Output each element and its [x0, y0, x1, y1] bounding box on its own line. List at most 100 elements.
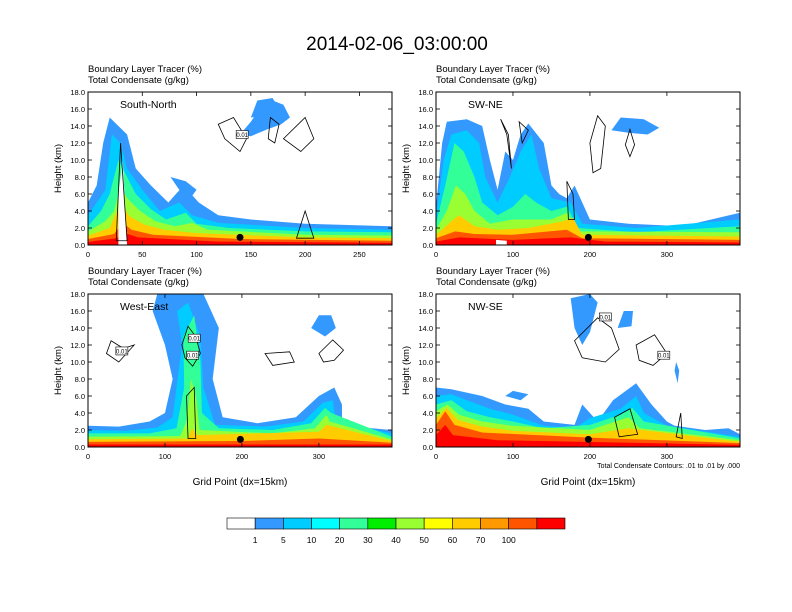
y-tick-label: 6.0: [423, 392, 433, 401]
y-tick-label: 18.0: [418, 290, 433, 299]
condensate-contour: [675, 412, 683, 440]
panel-title-line: Total Condensate (g/kg): [436, 277, 537, 288]
tracer-shading: [118, 160, 128, 245]
y-tick-label: 4.0: [423, 409, 433, 418]
contour-label: 0.01: [599, 315, 611, 321]
condensate-contour: [105, 340, 136, 363]
colorbar-swatch: [480, 517, 509, 530]
panel-title-line: Boundary Layer Tracer (%): [436, 64, 550, 75]
x-tick-label: 150: [245, 250, 258, 259]
y-tick-label: 0.0: [423, 241, 433, 250]
tracer-field: 0.01 0.01: [436, 294, 740, 447]
y-tick-label: 16.0: [70, 105, 85, 114]
tracer-shading: [436, 143, 740, 245]
chart-panel: Boundary Layer Tracer (%)Total Condensat…: [401, 64, 741, 259]
contour-footnote: Total Condensate Contours: .01 to .01 by…: [597, 463, 740, 470]
y-tick-label: 4.0: [75, 207, 85, 216]
y-tick-label: 10.0: [418, 358, 433, 367]
panels: Boundary Layer Tracer (%)Total Condensat…: [53, 64, 741, 488]
panel-title-line: Boundary Layer Tracer (%): [88, 64, 202, 75]
tracer-shading: [88, 444, 392, 447]
x-tick-label: 250: [353, 250, 366, 259]
colorbar-swatch: [452, 517, 481, 530]
condensate-contour: [635, 334, 668, 366]
condensate-contour: [518, 120, 529, 145]
condensate-contour: [318, 339, 345, 363]
tracer-shading: [88, 294, 392, 447]
x-tick-label: 0: [434, 250, 438, 259]
x-tick-label: 300: [313, 452, 326, 461]
panel-title-line: Total Condensate (g/kg): [436, 75, 537, 86]
x-tick-label: 100: [159, 452, 172, 461]
tracer-shading: [505, 390, 529, 401]
colorbar-label: 50: [419, 535, 429, 545]
y-tick-label: 16.0: [70, 307, 85, 316]
x-axis-label: Grid Point (dx=15km): [193, 477, 288, 488]
tracer-shading: [88, 233, 392, 245]
y-tick-label: 6.0: [75, 190, 85, 199]
contour-label: 0.01: [658, 354, 670, 360]
condensate-contour: [589, 114, 606, 174]
y-tick-label: 18.0: [418, 88, 433, 97]
x-tick-label: 300: [661, 452, 674, 461]
colorbar-swatch: [254, 517, 284, 530]
x-tick-label: 100: [190, 250, 203, 259]
condensate-contour: [186, 386, 197, 439]
x-tick-label: 100: [507, 452, 520, 461]
main-title: 2014-02-06_03:00:00: [306, 34, 488, 55]
x-tick-label: 0: [434, 452, 438, 461]
panel-title-line: Total Condensate (g/kg): [88, 277, 189, 288]
contour-label-box: [235, 130, 249, 139]
x-tick-label: 200: [236, 452, 249, 461]
x-tick-label: 50: [138, 250, 146, 259]
x-tick-label: 0: [86, 452, 90, 461]
colorbar-label: 60: [448, 535, 458, 545]
y-tick-label: 18.0: [70, 290, 85, 299]
x-tick-label: 200: [584, 452, 597, 461]
tracer-shading: [88, 134, 392, 245]
y-tick-label: 12.0: [418, 341, 433, 350]
plot-frame: [87, 91, 393, 246]
y-tick-label: 2.0: [75, 224, 85, 233]
y-tick-label: 8.0: [423, 375, 433, 384]
colorbar-label: 5: [281, 535, 286, 545]
x-axis-label: Grid Point (dx=15km): [541, 477, 636, 488]
panel-title-line: Boundary Layer Tracer (%): [436, 266, 550, 277]
colorbar-swatch: [226, 517, 256, 530]
y-tick-label: 12.0: [418, 139, 433, 148]
tracer-shading: [88, 379, 392, 447]
colorbar-swatch: [508, 517, 538, 530]
y-tick-label: 0.0: [75, 241, 85, 250]
y-tick-label: 8.0: [75, 375, 85, 384]
condensate-contour: [624, 128, 635, 158]
x-tick-label: 200: [299, 250, 312, 259]
tracer-shading: [436, 411, 740, 447]
tracer-shading: [436, 424, 740, 447]
y-tick-label: 6.0: [423, 190, 433, 199]
chart-panel: Boundary Layer Tracer (%)Total Condensat…: [53, 64, 393, 259]
location-marker: [584, 233, 592, 241]
y-tick-label: 18.0: [70, 88, 85, 97]
tracer-field: [436, 114, 740, 245]
colorbar-swatch: [311, 517, 340, 530]
tracer-shading: [611, 117, 660, 135]
colorbar-label: 40: [391, 535, 401, 545]
colorbar-label: 30: [363, 535, 373, 545]
y-axis-label: Height (km): [401, 346, 412, 395]
y-tick-label: 2.0: [75, 426, 85, 435]
colorbar-swatch: [395, 517, 425, 530]
panel-title-line: Boundary Layer Tracer (%): [88, 266, 202, 277]
condensate-contour: [267, 116, 280, 144]
colorbar-label: 1: [253, 535, 258, 545]
y-tick-label: 16.0: [418, 307, 433, 316]
colorbar-swatch: [536, 517, 566, 530]
condensate-contour: [217, 116, 247, 153]
tracer-field: 0.01: [88, 97, 392, 245]
panel-label: South-North: [120, 99, 177, 111]
y-tick-label: 12.0: [70, 139, 85, 148]
condensate-contour: [115, 142, 128, 242]
condensate-contour: [500, 119, 512, 169]
contour-label-box: [187, 333, 201, 343]
y-tick-label: 10.0: [70, 156, 85, 165]
tracer-shading: [570, 294, 598, 345]
